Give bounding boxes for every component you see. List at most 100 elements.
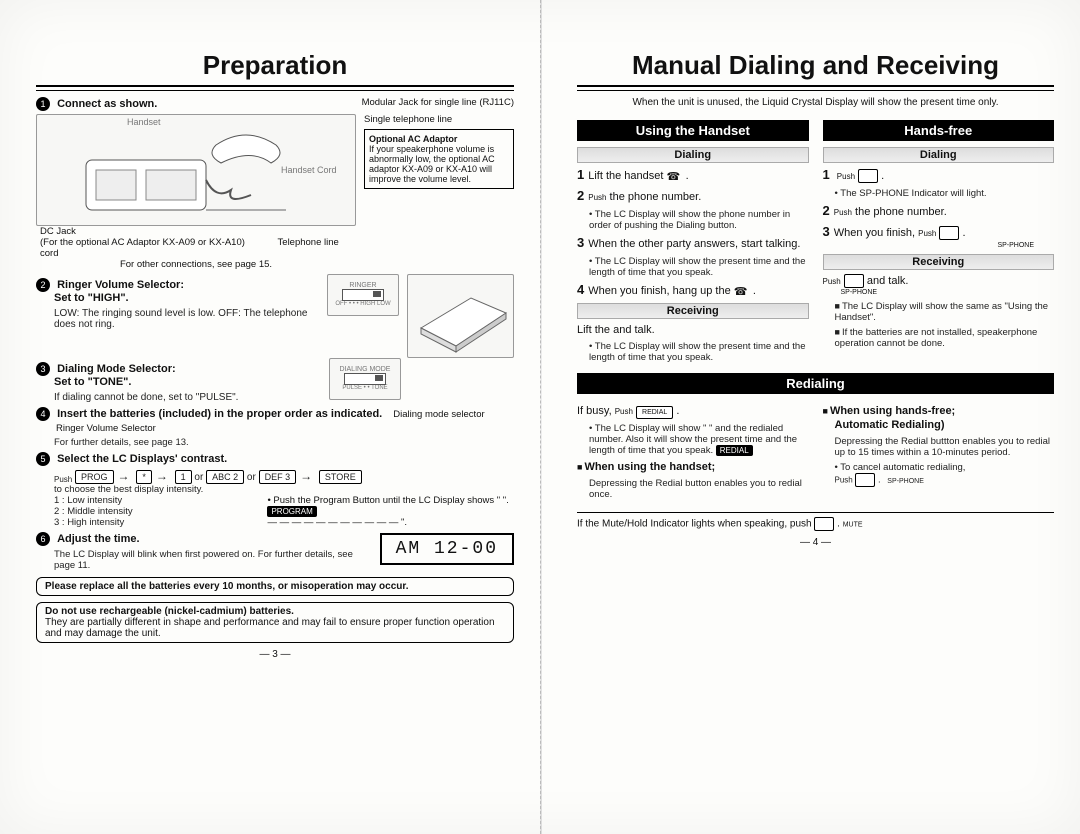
ringer-body: LOW: The ringing sound level is low. OFF… xyxy=(54,308,319,330)
ringer-heading: Ringer Volume Selector: xyxy=(57,279,184,291)
or-2: or xyxy=(247,472,256,483)
dial-columns: Using the Handset Dialing 1Lift the hand… xyxy=(577,114,1054,367)
dialmode-switch: DIALING MODE PULSE • • TONE xyxy=(329,358,401,400)
b-step3: When you finish, xyxy=(834,227,915,239)
title-rule-right xyxy=(577,85,1054,91)
label-other: For other connections, see page 15. xyxy=(36,259,356,270)
program-pill: PROGRAM xyxy=(267,506,316,517)
key-store: STORE xyxy=(319,470,362,484)
redial-key: REDIAL xyxy=(636,406,673,419)
handset-icon-2: ☎ xyxy=(734,285,750,297)
a-note2: • The LC Display will show the present t… xyxy=(589,256,809,278)
label-dcnote: (For the optional AC Adaptor KX-A09 or K… xyxy=(40,237,245,248)
mute-key-icon xyxy=(814,517,834,531)
dialmode-sw-scale: PULSE • • TONE xyxy=(342,385,387,391)
key-1: 1 xyxy=(175,470,192,484)
level-3: 3 : High intensity xyxy=(54,517,259,528)
contrast-seq-note: to choose the best display intensity. xyxy=(54,484,514,495)
dialmode-heading2: Set to "TONE". xyxy=(54,376,131,388)
dialing-bar-b: Dialing xyxy=(823,147,1055,163)
handset-icon: ☎ xyxy=(667,170,683,182)
b-recv: and talk. xyxy=(867,275,909,287)
redial-note: • The LC Display will show " " and the r… xyxy=(589,423,797,456)
push-cancel: Push xyxy=(835,476,853,485)
push-label-1: Push xyxy=(54,475,72,484)
a-step1: Lift the handset xyxy=(588,170,663,182)
num-5: 5 xyxy=(36,452,50,466)
redial-cancel: • To cancel automatic redialing, xyxy=(835,462,966,473)
a-step4: When you finish, hang up the xyxy=(588,285,730,297)
key-star: * xyxy=(136,470,152,484)
num-4: 4 xyxy=(36,407,50,421)
label-cord: Handset Cord xyxy=(281,165,351,175)
right-title: Manual Dialing and Receiving xyxy=(577,50,1054,81)
ringer-switch: RINGER OFF • • • HIGH LOW xyxy=(327,274,399,316)
item-time: 6 Adjust the time. xyxy=(36,532,372,547)
spphone-label-1: SP-PHONE xyxy=(823,241,1035,250)
redial-sub: Depressing the Redial button enables you… xyxy=(589,478,809,500)
right-footer: If the Mute/Hold Indicator lights when s… xyxy=(577,512,1054,531)
num-2: 2 xyxy=(36,278,50,292)
batt-heading: Insert the batteries (included) in the p… xyxy=(57,408,382,420)
a-step3: When the other party answers, start talk… xyxy=(588,238,800,250)
warn2b-text: They are partially different in shape an… xyxy=(45,617,495,639)
time-heading: Adjust the time. xyxy=(57,533,140,545)
push-b2: Push xyxy=(834,208,852,217)
left-pagenum: — 3 — xyxy=(36,649,514,660)
ringer-sw-scale: OFF • • • HIGH LOW xyxy=(335,301,390,307)
receiving-bar-b: Receiving xyxy=(823,254,1055,270)
b-recv-n2: If the batteries are not installed, spea… xyxy=(835,327,1038,349)
item-connect: 1 Connect as shown. Modular Jack for sin… xyxy=(36,97,514,112)
push-brecv: Push xyxy=(823,277,841,286)
connect-figure-row: Handset Handset Cord DC Jack (For the op… xyxy=(36,114,514,270)
key-2: ABC 2 xyxy=(206,470,244,484)
warn-batteries: Please replace all the batteries every 1… xyxy=(36,577,514,596)
redial-r-t1: When using hands-free; xyxy=(830,405,955,417)
dialmode-body: If dialing cannot be done, set to "PULSE… xyxy=(54,392,321,403)
a-note1: • The LC Display will show the phone num… xyxy=(589,209,809,231)
mute-label: MUTE xyxy=(843,522,863,529)
item-connect-heading: Connect as shown. xyxy=(57,98,157,110)
contrast-heading: Select the LC Displays' contrast. xyxy=(57,453,227,465)
redialing-bar: Redialing xyxy=(577,373,1054,394)
num-3: 3 xyxy=(36,362,50,376)
right-page: Manual Dialing and Receiving When the un… xyxy=(540,0,1080,834)
phone-illustration: Handset Handset Cord xyxy=(36,114,356,226)
spphone-key-icon xyxy=(858,169,878,183)
redial-sub-t: When using the handset; xyxy=(584,461,715,473)
a-recv-note: • The LC Display will show the present t… xyxy=(589,341,809,363)
a-step2: the phone number. xyxy=(610,191,702,203)
batt-callout-b: Ringer Volume Selector xyxy=(56,423,156,434)
push-redial: Push xyxy=(615,407,633,416)
contrast-seq: Push PROG→ *→ 1 or ABC 2 or DEF 3→ STORE xyxy=(54,469,514,484)
redial-r-t2: Automatic Redialing) xyxy=(835,419,945,431)
level-1: 1 : Low intensity xyxy=(54,495,259,506)
spphone-key-icon-2 xyxy=(939,226,959,240)
receiving-bar-a: Receiving xyxy=(577,303,809,319)
push-b1: Push xyxy=(837,172,855,181)
item-ringer: 2 Ringer Volume Selector: Set to "HIGH". xyxy=(36,278,319,306)
push-a2: Push xyxy=(588,193,606,202)
b-recv-n1: The LC Display will show the same as "Us… xyxy=(835,301,1049,323)
handsfree-bar: Hands-free xyxy=(823,120,1055,141)
dialing-bar-a: Dialing xyxy=(577,147,809,163)
spphone-key-icon-4 xyxy=(855,473,875,487)
b-step2: the phone number. xyxy=(855,206,947,218)
key-3: DEF 3 xyxy=(259,470,297,484)
contrast-right: • Push the Program Button until the LC D… xyxy=(267,495,508,506)
push-b3: Push xyxy=(918,229,936,238)
manual-spread: Preparation 1 Connect as shown. Modular … xyxy=(0,0,1080,834)
warn2a-text: Do not use rechargeable (nickel-cadmium)… xyxy=(45,606,294,617)
phone-side-illust xyxy=(407,274,514,358)
right-pagenum: — 4 — xyxy=(577,537,1054,548)
left-page: Preparation 1 Connect as shown. Modular … xyxy=(0,0,540,834)
item-contrast: 5 Select the LC Displays' contrast. xyxy=(36,452,514,467)
a-recv: Lift the and talk. xyxy=(577,324,655,336)
level-2: 2 : Middle intensity xyxy=(54,506,259,517)
or-1: or xyxy=(194,472,203,483)
using-handset-bar: Using the Handset xyxy=(577,120,809,141)
title-rule xyxy=(36,85,514,91)
label-dcjack: DC Jack xyxy=(40,226,76,237)
label-modular: Modular Jack for single line (RJ11C) xyxy=(362,97,514,109)
num-1: 1 xyxy=(36,97,50,111)
